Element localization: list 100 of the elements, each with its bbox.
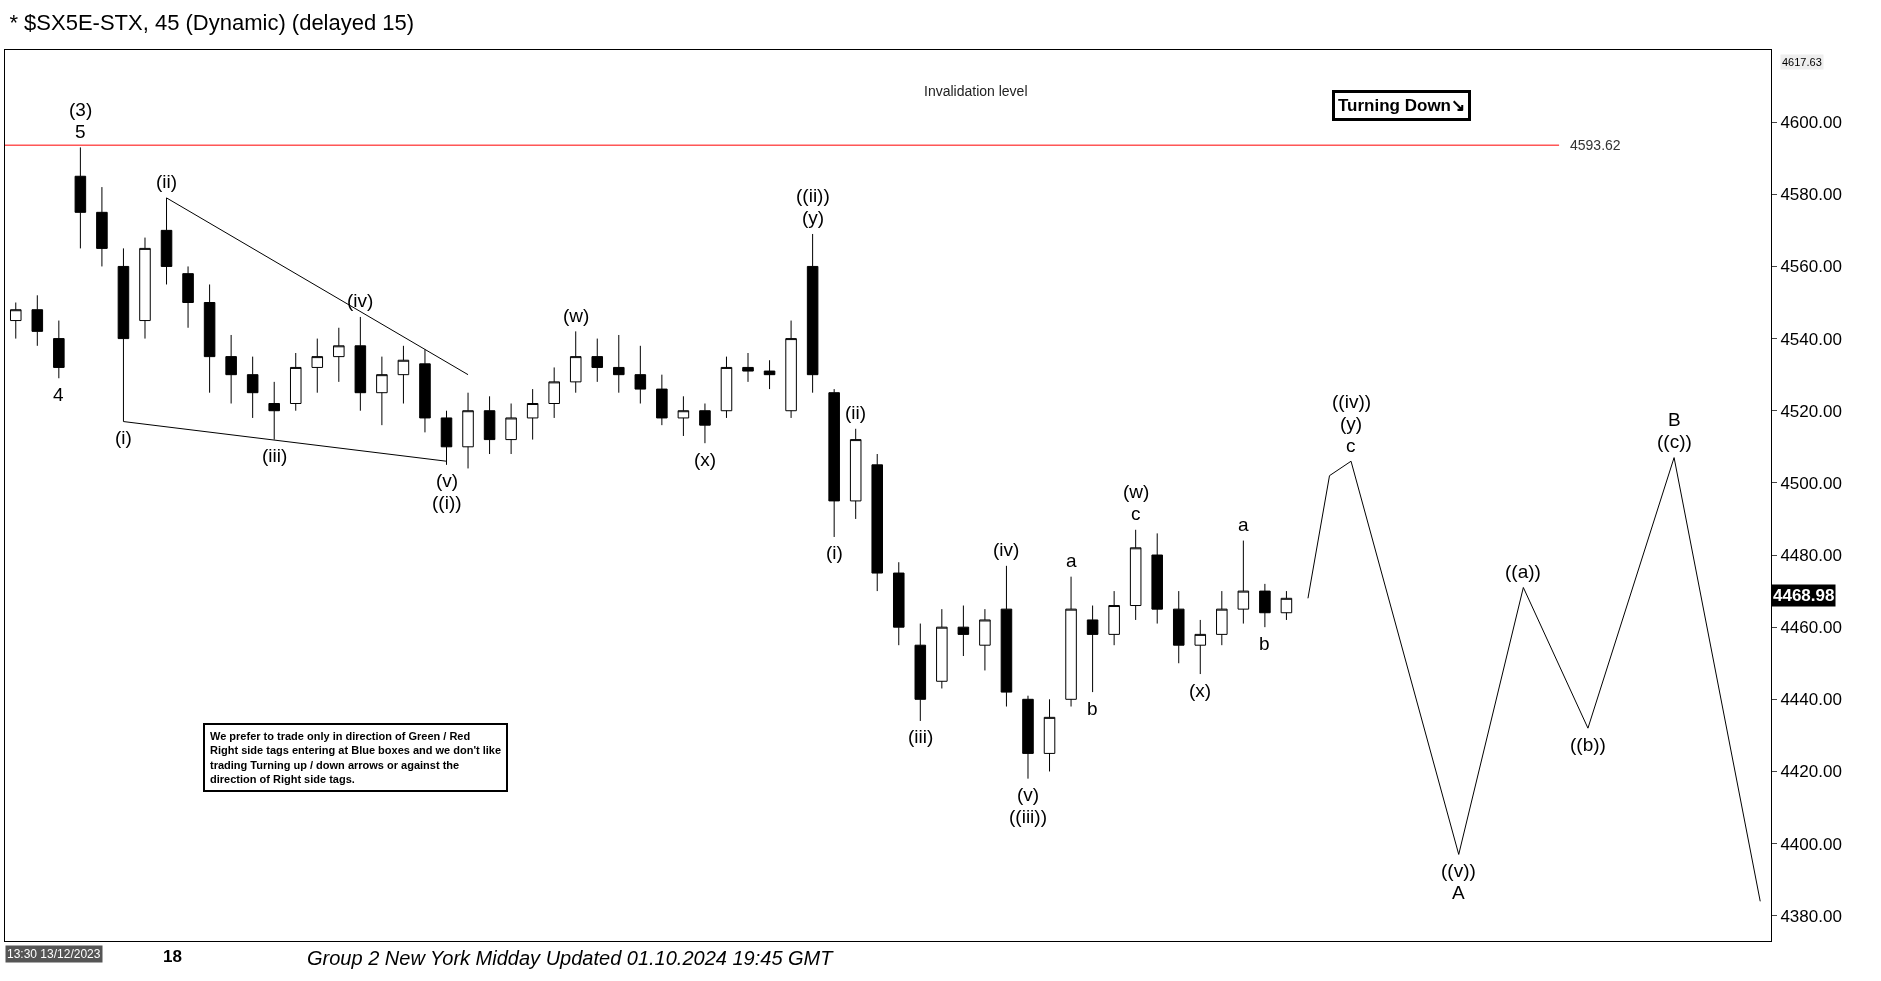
candlestick (1108, 590, 1120, 646)
y-tick-label: 4500.00 (1780, 473, 1842, 493)
candlestick (483, 395, 496, 455)
candlestick (914, 623, 927, 722)
candlestick (376, 356, 388, 426)
candlestick (289, 352, 302, 412)
candlestick (677, 395, 690, 437)
annotation: (iii) (262, 445, 288, 466)
candlestick (246, 356, 259, 419)
y-tick-label: 4520.00 (1780, 401, 1842, 421)
annotation: ((b)) (1570, 734, 1606, 755)
annotation: ((iii)) (1009, 806, 1047, 827)
candlestick (1065, 576, 1077, 708)
annotation: c (1131, 503, 1141, 524)
annotation: b (1259, 633, 1270, 654)
candlestick (505, 403, 517, 455)
text: 13:30 13/12/2023 (7, 947, 101, 961)
chart-title: * $SX5E-STX, 45 (Dynamic) (delayed 15) (9, 10, 415, 36)
candlestick (74, 146, 87, 249)
candlestick (548, 366, 560, 419)
candlestick (1194, 619, 1207, 675)
annotation: (i) (115, 427, 132, 448)
annotation: A (1452, 882, 1465, 903)
annotation: 4 (53, 384, 64, 405)
annotation: (iv) (993, 539, 1020, 560)
candlestick (225, 334, 237, 405)
candlestick (182, 265, 194, 329)
annotation: B (1668, 409, 1681, 430)
text: Group 2 New York Midday Updated 01.10.2024 19:45 GMT (307, 947, 835, 969)
candlestick (979, 608, 991, 671)
text: 4468.98 (1773, 586, 1835, 605)
annotation: 5 (75, 121, 86, 142)
candlestick (849, 428, 862, 520)
candlestick (785, 320, 797, 419)
y-tick-label: 4480.00 (1780, 545, 1842, 565)
candlestick (1129, 529, 1142, 621)
annotation: (ii) (156, 171, 178, 192)
candlestick (311, 338, 324, 394)
candlestick (892, 561, 905, 646)
candlestick (1086, 605, 1099, 693)
candlestick (1237, 540, 1250, 625)
y-tick-label: 4580.00 (1780, 185, 1842, 205)
annotation: a (1238, 514, 1249, 535)
annotation: Invalidation level (924, 83, 1028, 99)
candlestick (462, 392, 474, 469)
annotation: (i) (826, 542, 843, 563)
candlestick (31, 294, 44, 347)
annotation: (x) (1189, 680, 1212, 701)
y-tick-label: 4460.00 (1780, 618, 1842, 638)
text: 4617.63 (1782, 56, 1822, 68)
y-tick-label: 4380.00 (1780, 906, 1842, 926)
annotation: c (1346, 435, 1356, 456)
annotation: (w) (1123, 481, 1150, 502)
candlestick (397, 345, 410, 405)
candlestick (806, 233, 819, 394)
annotation: (y) (802, 207, 825, 228)
candlestick (720, 356, 733, 419)
candlestick (569, 330, 582, 394)
y-tick-label: 4560.00 (1780, 257, 1842, 277)
annotation: (iii) (908, 726, 934, 747)
candlestick (871, 453, 884, 592)
text: 18 (163, 947, 182, 966)
candlestick (526, 388, 539, 441)
annotation: Turning Down↘ (1338, 96, 1465, 115)
annotation: (v) (1017, 784, 1040, 805)
candlestick (1151, 532, 1163, 625)
candlestick (1000, 565, 1013, 708)
annotation: (v) (436, 470, 459, 491)
annotation: ((v)) (1441, 860, 1476, 881)
annotation: (iv) (347, 290, 374, 311)
y-tick-label: 4540.00 (1780, 329, 1842, 349)
candlestick (354, 316, 367, 412)
annotation: b (1087, 698, 1098, 719)
annotation: (ii) (845, 402, 867, 423)
candlestick (699, 403, 711, 444)
candlestick (1280, 590, 1293, 621)
annotation: (x) (694, 449, 717, 470)
candlestick (763, 359, 776, 390)
candlestick (742, 352, 754, 383)
candlestick (1043, 698, 1056, 772)
candlestick (139, 237, 151, 340)
annotation: a (1066, 550, 1077, 571)
annotation: ((i)) (432, 492, 462, 513)
annotation: ((iv)) (1332, 391, 1372, 412)
y-tick-label: 4600.00 (1780, 113, 1842, 133)
candlestick (1216, 590, 1228, 646)
candlestick (634, 345, 647, 405)
candlestick (828, 388, 840, 538)
annotation: (3) (69, 99, 93, 120)
candlestick (1259, 583, 1271, 628)
candlestick (936, 608, 948, 689)
line-series (1307, 457, 1761, 902)
candlestick (53, 320, 65, 379)
candlestick (591, 338, 604, 383)
annotation: We prefer to trade only in direction of Green / Red Right side tags entering at Blue boxes and we don't like trading Turning up / down arrows or against the direction of Right side tags. (210, 730, 502, 785)
candlestick (1172, 590, 1185, 664)
candlestick (957, 605, 970, 657)
annotation: (y) (1340, 413, 1363, 434)
annotation: ((c)) (1657, 431, 1692, 452)
annotation: (w) (563, 305, 590, 326)
